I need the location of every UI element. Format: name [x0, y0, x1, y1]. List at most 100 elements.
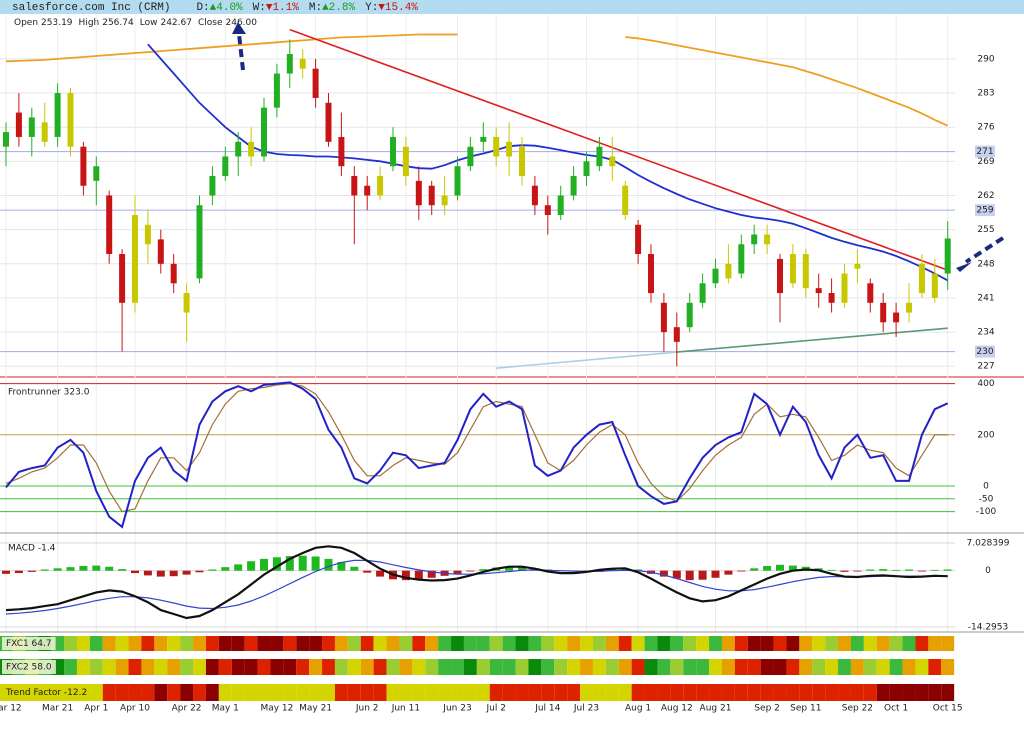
heat-cell: [902, 684, 916, 701]
candle-body: [493, 136, 500, 157]
candle-body: [544, 205, 551, 215]
heat-cell: [618, 636, 632, 651]
candle-body: [261, 107, 267, 157]
heat-cell: [463, 659, 477, 675]
heat-cell: [605, 684, 619, 701]
histogram-bar: [866, 569, 875, 571]
histogram-bar: [324, 558, 333, 571]
heat-cell: [102, 659, 116, 675]
strip-label: Trend Factor -12.2: [5, 688, 87, 698]
histogram-bar: [685, 570, 694, 581]
histogram-bar: [260, 558, 268, 571]
heat-cell: [592, 659, 606, 675]
heat-cell: [696, 636, 710, 651]
heat-cell: [528, 659, 542, 675]
heat-cell: [347, 636, 361, 651]
ohlc-line: Open 253.19 High 256.74 Low 242.67 Close 246.00: [14, 18, 257, 28]
heat-cell: [425, 636, 439, 651]
heat-cell: [580, 636, 593, 651]
y-tick-label: -100: [976, 507, 997, 517]
histogram-bar: [27, 570, 36, 572]
y-tick-label: 200: [977, 430, 994, 440]
x-tick-label: Aug 21: [700, 704, 732, 714]
histogram-bar: [118, 569, 127, 571]
heat-cell: [644, 659, 658, 675]
heat-cell: [902, 636, 916, 651]
candle-body: [273, 73, 280, 108]
heat-cell: [283, 636, 297, 651]
heat-cell: [141, 684, 155, 701]
heat-cell: [425, 659, 439, 675]
heat-cell: [154, 684, 168, 701]
heat-cell: [567, 659, 581, 675]
stat-value: ▲2.8%: [322, 2, 355, 14]
heat-cell: [941, 684, 955, 701]
heat-cell: [193, 659, 206, 675]
histogram-bar: [40, 569, 49, 571]
candle-body: [157, 239, 164, 264]
heat-cell: [773, 636, 787, 651]
heat-cell: [399, 684, 413, 701]
heat-cell: [889, 636, 903, 651]
heat-cell: [786, 684, 800, 701]
heat-cell: [838, 684, 851, 701]
heat-cell: [89, 684, 103, 701]
x-tick-label: Sep 2: [754, 704, 780, 714]
histogram-bar: [195, 570, 204, 573]
heat-cell: [76, 659, 90, 675]
panel-title: MACD -1.4: [8, 544, 56, 554]
heat-cell: [296, 684, 310, 701]
heat-cell: [128, 684, 142, 701]
y-tick-label: 0: [985, 566, 991, 576]
heat-cell: [218, 684, 232, 701]
heat-cell: [502, 684, 516, 701]
heat-cell: [799, 636, 813, 651]
heat-cell: [889, 659, 903, 675]
x-tick-label: Jul 23: [573, 704, 599, 714]
heat-cell: [812, 636, 826, 651]
arrow-head: [956, 262, 972, 272]
heat-cell: [180, 684, 194, 701]
level-label-box: [975, 345, 995, 358]
candle-body: [248, 141, 255, 157]
heat-cell: [580, 659, 593, 675]
heat-cell: [334, 636, 348, 651]
heat-cell: [773, 659, 787, 675]
heat-cell: [309, 684, 323, 701]
histogram-bar: [698, 570, 707, 580]
heat-cell: [463, 636, 477, 651]
histogram-bar: [788, 565, 797, 571]
candle-body: [454, 166, 461, 196]
heat-cell: [760, 636, 774, 651]
candle-body: [648, 254, 654, 294]
heat-cell: [850, 659, 864, 675]
heat-cell: [115, 684, 129, 701]
candle-body: [557, 195, 564, 215]
histogram-bar: [337, 562, 346, 571]
heat-cell: [257, 684, 271, 701]
heat-cell: [412, 659, 426, 675]
heat-cell: [863, 636, 877, 651]
candle-body: [880, 302, 887, 323]
histogram-bar: [311, 556, 320, 571]
y-tick-label: 400: [977, 379, 994, 389]
histogram-bar: [376, 570, 385, 577]
candle-body: [312, 68, 319, 98]
heat-cell: [850, 636, 864, 651]
heat-cell: [347, 684, 361, 701]
heat-cell: [244, 636, 258, 651]
heat-cell: [218, 659, 232, 675]
heat-cell: [734, 659, 748, 675]
candle-body: [751, 234, 758, 245]
heat-cell: [205, 684, 219, 701]
heat-cell: [128, 636, 142, 651]
candle-body: [119, 254, 126, 303]
heat-cell: [309, 659, 323, 675]
candle-body: [28, 117, 35, 137]
candle-body: [609, 156, 616, 167]
heat-cell: [760, 659, 774, 675]
heat-cell: [928, 684, 942, 701]
heat-cell: [489, 684, 503, 701]
histogram-bar: [724, 570, 733, 575]
heat-cell: [812, 684, 826, 701]
